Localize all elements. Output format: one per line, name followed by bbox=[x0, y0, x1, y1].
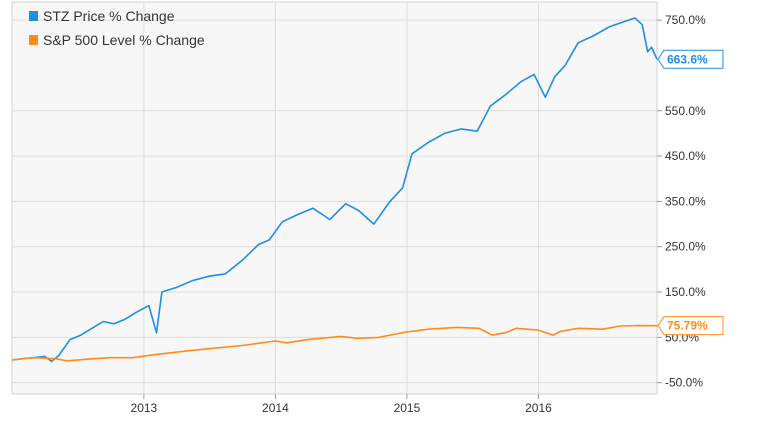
end-label-text: 663.6% bbox=[667, 52, 708, 66]
x-tick-label: 2015 bbox=[394, 401, 421, 415]
legend-swatch-sp500 bbox=[29, 35, 38, 45]
end-label-1: 75.79% bbox=[657, 316, 724, 336]
legend-label-sp500: S&P 500 Level % Change bbox=[43, 32, 205, 48]
y-tick-label: 550.0% bbox=[665, 104, 706, 118]
series-end-labels: 663.6% 75.79% bbox=[657, 49, 724, 336]
y-axis-ticks: -50.0%50.0%150.0%250.0%350.0%450.0%550.0… bbox=[657, 13, 706, 390]
legend: STZ Price % Change S&P 500 Level % Chang… bbox=[29, 8, 205, 48]
x-axis-ticks: 2013 2014 2015 2016 bbox=[131, 394, 552, 415]
x-tick-label: 2014 bbox=[262, 401, 289, 415]
series-line-0[interactable] bbox=[11, 17, 658, 363]
y-tick-label: 750.0% bbox=[665, 13, 706, 27]
plot-area bbox=[11, 1, 658, 395]
y-tick-label: 450.0% bbox=[665, 149, 706, 163]
end-label-box bbox=[657, 316, 724, 336]
legend-item-stz[interactable]: STZ Price % Change bbox=[29, 8, 175, 24]
legend-item-sp500[interactable]: S&P 500 Level % Change bbox=[29, 32, 205, 48]
x-tick-label: 2013 bbox=[131, 401, 158, 415]
legend-label-stz: STZ Price % Change bbox=[43, 8, 175, 24]
y-tick-label: 150.0% bbox=[665, 285, 706, 299]
end-label-box bbox=[657, 49, 724, 69]
end-label-text: 75.79% bbox=[667, 319, 708, 333]
y-tick-label: 250.0% bbox=[665, 240, 706, 254]
x-tick-label: 2016 bbox=[525, 401, 552, 415]
end-label-0: 663.6% bbox=[657, 49, 724, 69]
legend-swatch-stz bbox=[29, 11, 38, 21]
series-line-1[interactable] bbox=[11, 324, 658, 362]
series-lines bbox=[11, 17, 658, 363]
y-tick-label: 350.0% bbox=[665, 194, 706, 208]
y-tick-label: -50.0% bbox=[665, 376, 703, 390]
